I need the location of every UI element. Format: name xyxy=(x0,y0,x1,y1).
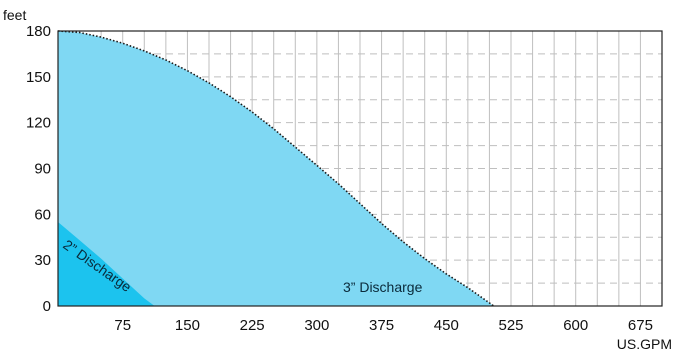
y-tick-label: 180 xyxy=(26,23,51,40)
x-tick-label: 450 xyxy=(434,317,459,334)
tick-labels: 75 150 225 300 375 450 525 600 675 0 30 60 90 120 150 1… xyxy=(26,23,653,334)
x-tick-label: 375 xyxy=(369,317,394,334)
y-tick-label: 150 xyxy=(26,69,51,86)
x-tick-label: 675 xyxy=(628,317,653,334)
x-tick-label: 75 xyxy=(114,317,131,334)
y-tick-label: 0 xyxy=(43,298,51,315)
area-2in-discharge xyxy=(58,222,155,306)
x-axis-title: US.GPM xyxy=(617,336,672,352)
annotation-3in-discharge: 3” Discharge xyxy=(343,279,423,295)
y-tick-label: 120 xyxy=(26,115,51,132)
x-tick-label: 525 xyxy=(498,317,523,334)
series-areas xyxy=(57,30,495,307)
x-tick-label: 300 xyxy=(304,317,329,334)
y-axis-title: feet xyxy=(3,7,26,23)
y-tick-label: 60 xyxy=(34,206,51,223)
x-tick-label: 225 xyxy=(240,317,265,334)
y-tick-label: 90 xyxy=(34,161,51,178)
area-3in-discharge xyxy=(58,31,494,306)
curve-edge-3in-discharge xyxy=(57,30,495,307)
x-tick-label: 150 xyxy=(175,317,200,334)
plot-frame xyxy=(57,30,663,307)
x-tick-label: 600 xyxy=(563,317,588,334)
y-tick-label: 30 xyxy=(34,252,51,269)
plot-border xyxy=(57,30,663,307)
